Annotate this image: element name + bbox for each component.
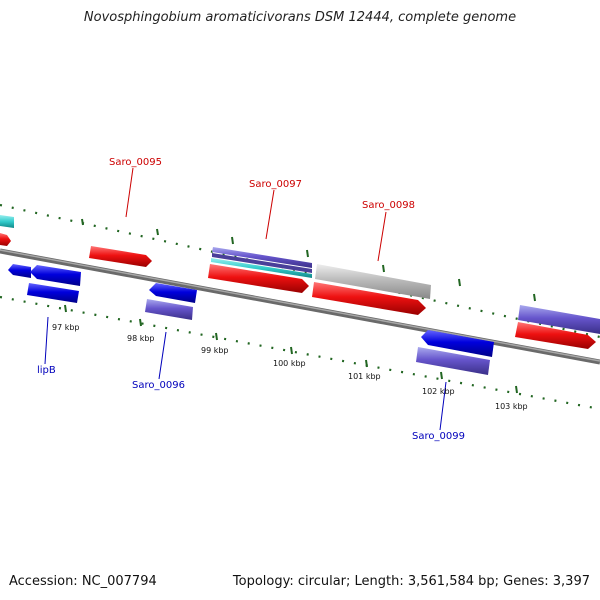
rna-saro-0097	[211, 258, 312, 278]
major-tick	[156, 228, 159, 236]
kbp-label-97: 97 kbp	[52, 323, 80, 332]
kbp-label-102: 102 kbp	[422, 387, 455, 396]
major-tick	[306, 249, 309, 258]
major-tick	[365, 359, 368, 368]
major-tick	[215, 332, 218, 341]
major-tick	[81, 218, 84, 226]
gene-label-saro-0095: Saro_0095	[109, 157, 162, 168]
cds-reverse-lipb-upper	[30, 265, 81, 286]
major-tick	[458, 278, 461, 287]
major-tick	[139, 318, 142, 327]
pseudogene-saro-0098	[315, 264, 431, 299]
cds-reverse-small	[8, 264, 31, 278]
kbp-label-101: 101 kbp	[348, 372, 381, 381]
reverse-strand-features	[8, 264, 494, 375]
genome-summary-text: Topology: circular; Length: 3,561,584 bp…	[232, 574, 590, 589]
cds-saro-0099	[416, 347, 490, 375]
cds-reverse-upper	[149, 283, 197, 303]
major-tick	[64, 304, 67, 313]
cds-lipb	[27, 283, 79, 303]
cds-reverse-right-upper	[421, 330, 494, 357]
cds-right-purple	[518, 305, 600, 334]
gene-label-saro-0098: Saro_0098	[362, 200, 415, 211]
cds-saro-0098	[312, 282, 426, 315]
genome-title: Novosphingobium aromaticivorans DSM 1244…	[83, 10, 517, 25]
major-tick	[515, 385, 518, 394]
cds-right-red	[515, 322, 596, 349]
gene-label-lipb: lipB	[37, 365, 56, 376]
cds-saro-0097-band-1	[212, 247, 312, 268]
cds-saro-0097-band-2	[212, 253, 312, 273]
label-leaders	[44, 167, 447, 431]
kbp-label-99: 99 kbp	[201, 346, 229, 355]
cds-saro-0095	[89, 246, 152, 267]
kbp-label-100: 100 kbp	[273, 359, 306, 368]
gene-label-saro-0096: Saro_0096	[132, 380, 185, 391]
inner-tick-track	[0, 295, 600, 411]
accession-text: Accession: NC_007794	[9, 574, 157, 589]
kbp-label-98: 98 kbp	[127, 334, 155, 343]
major-tick	[290, 346, 293, 355]
major-tick	[231, 236, 234, 245]
forward-strand-features	[0, 215, 600, 349]
cds-forward-left-edge	[0, 233, 11, 246]
gene-label-saro-0099: Saro_0099	[412, 431, 465, 442]
cds-saro-0096	[145, 299, 193, 320]
cds-saro-0097	[208, 264, 309, 293]
major-tick	[440, 371, 443, 380]
kbp-label-103: 103 kbp	[495, 402, 528, 411]
major-tick	[533, 293, 536, 302]
gene-label-saro-0097: Saro_0097	[249, 179, 302, 190]
major-tick	[382, 264, 385, 273]
rna-feature-left	[0, 215, 14, 228]
outer-tick-track	[0, 203, 600, 339]
genome-backbone	[0, 248, 600, 365]
